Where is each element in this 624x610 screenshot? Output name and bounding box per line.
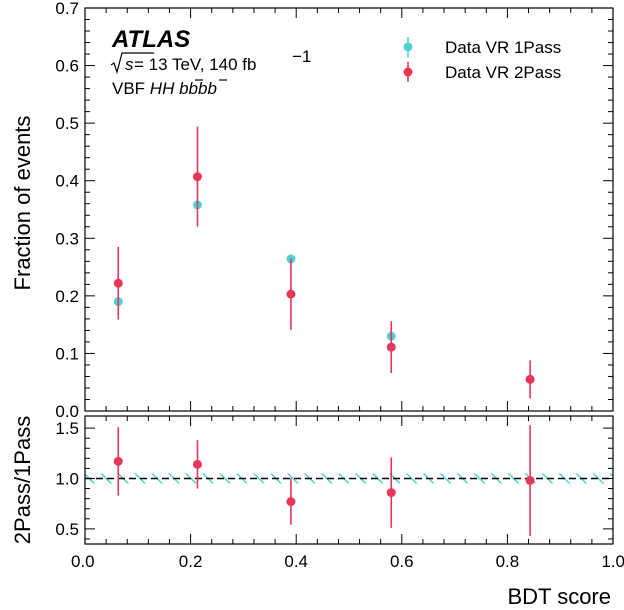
ratio-ytick-label: 0.5 (55, 520, 79, 539)
legend-item-1pass: Data VR 1Pass (403, 37, 561, 57)
ratio-point (525, 476, 535, 486)
legend-item-2pass: Data VR 2Pass (403, 62, 561, 82)
channel-label: VBF HH bbbb (112, 79, 217, 98)
ratio-data-points (113, 425, 535, 536)
ratio-ytick-label: 1.0 (55, 469, 79, 488)
main-panel: 0.0 0.1 0.2 0.3 0.4 0.5 0.6 0.7 ATLAS s = 13 Te… (10, 0, 614, 421)
main-ytick-label: 0.5 (55, 114, 79, 133)
main-ytick-label: 0.4 (55, 172, 79, 191)
energy-text: = 13 TeV, 140 fb (134, 55, 256, 74)
main-point-2pass (286, 289, 296, 299)
channel-process: HH bbbb (150, 79, 217, 98)
xtick-label: 0.8 (496, 552, 520, 571)
ratio-point (286, 497, 296, 507)
ratio-point (192, 459, 202, 469)
ratio-panel: 0.51.01.50.0 0.2 0.4 0.6 0.8 1.0 2Pass/1Pass … (10, 415, 624, 609)
sqrt-s-symbol: s (125, 55, 134, 74)
main-y-axis-title: Fraction of events (10, 116, 35, 291)
legend-label-1pass: Data VR 1Pass (445, 38, 561, 57)
xtick-label: 0.4 (284, 552, 308, 571)
xtick-label: 0.2 (179, 552, 203, 571)
ratio-y-axis-title: 2Pass/1Pass (10, 416, 35, 544)
ratio-plot-frame (84, 415, 614, 545)
main-ytick-label: 0.7 (55, 0, 79, 18)
main-point-2pass (113, 278, 123, 288)
channel-prefix: VBF (112, 79, 150, 98)
xtick-label: 0.6 (390, 552, 414, 571)
main-point-2pass (386, 342, 396, 352)
xtick-label: 1.0 (601, 552, 624, 571)
main-point-2pass (525, 374, 535, 384)
energy-lumi-label: s = 13 TeV, 140 fb −1 (110, 47, 311, 75)
main-ytick-label: 0.0 (55, 402, 79, 421)
main-ytick-label: 0.1 (55, 344, 79, 363)
ratio-ticks: 0.5 1.0 1.5 0.0 0.2 0.4 0.6 0.8 1.0 (55, 416, 624, 571)
main-data-points (113, 126, 535, 399)
main-ytick-label: 0.3 (55, 229, 79, 248)
legend-label-2pass: Data VR 2Pass (445, 63, 561, 82)
main-ytick-label: 0.6 (55, 57, 79, 76)
x-axis-title: BDT score (507, 584, 611, 609)
sqrt-sign-icon (110, 52, 154, 75)
ratio-point (386, 488, 396, 498)
ratio-uncertainty-band (85, 473, 613, 484)
main-ticks: 0.0 0.1 0.2 0.3 0.4 0.5 0.6 0.7 (55, 0, 614, 421)
ratio-ytick-label: 1.5 (55, 419, 79, 438)
lumi-exponent: −1 (292, 47, 311, 66)
atlas-label-block: ATLAS s = 13 TeV, 140 fb −1 VBF HH bbbb (110, 26, 311, 98)
xtick-label: 0.0 (71, 552, 95, 571)
atlas-label: ATLAS (111, 26, 190, 53)
legend: Data VR 1Pass Data VR 2Pass (403, 37, 561, 82)
main-ytick-label: 0.2 (55, 287, 79, 306)
ratio-point (113, 456, 123, 466)
main-plot-frame (84, 7, 614, 412)
main-point-2pass (192, 172, 202, 182)
